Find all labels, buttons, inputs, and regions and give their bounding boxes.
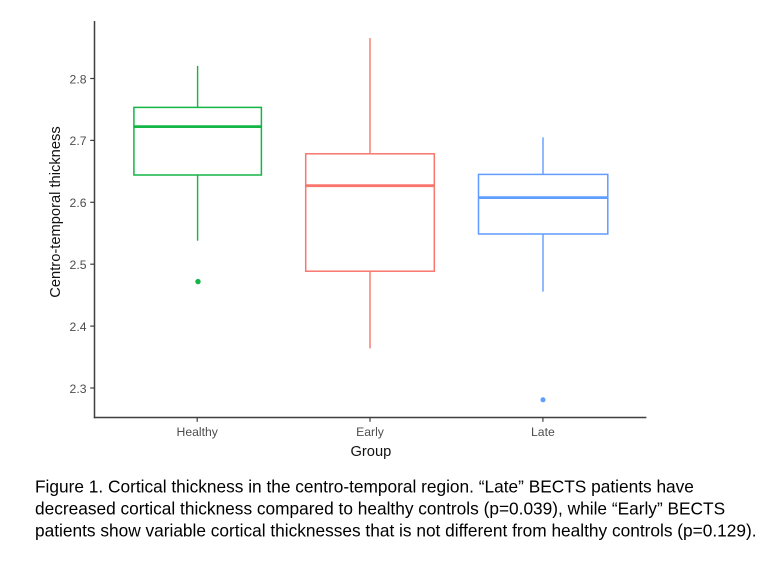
svg-text:Centro-temporal thickness: Centro-temporal thickness	[48, 126, 64, 297]
svg-text:2.8: 2.8	[70, 72, 87, 86]
svg-text:Healthy: Healthy	[177, 425, 219, 439]
svg-text:patients show variable cortica: patients show variable cortical thicknes…	[35, 521, 757, 541]
svg-text:Figure 1. Cortical thickness i: Figure 1. Cortical thickness in the cent…	[35, 477, 694, 497]
svg-text:2.6: 2.6	[70, 196, 87, 210]
svg-text:Group: Group	[350, 444, 391, 460]
svg-text:2.5: 2.5	[70, 258, 87, 272]
svg-text:Early: Early	[356, 425, 385, 439]
svg-text:Late: Late	[531, 425, 555, 439]
svg-text:2.7: 2.7	[70, 134, 87, 148]
svg-text:2.3: 2.3	[70, 382, 87, 396]
svg-text:decreased cortical thickness c: decreased cortical thickness compared to…	[35, 499, 725, 519]
svg-text:2.4: 2.4	[70, 320, 87, 334]
